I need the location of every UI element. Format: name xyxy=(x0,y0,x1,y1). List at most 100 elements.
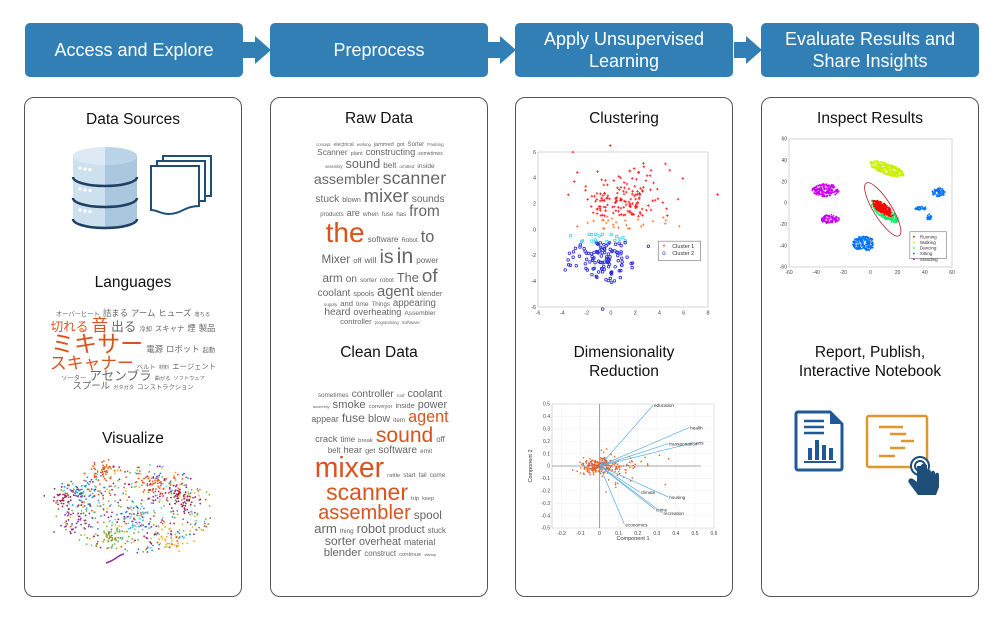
data-point xyxy=(893,221,896,224)
data-point xyxy=(877,207,880,210)
data-point xyxy=(71,524,73,527)
data-point xyxy=(885,172,888,175)
data-point xyxy=(597,470,599,472)
data-point xyxy=(130,515,132,518)
data-point xyxy=(133,532,135,535)
data-point xyxy=(107,467,109,470)
data-point xyxy=(208,505,211,507)
x-tick-label: -40 xyxy=(813,270,820,276)
cloud-word: conveyor xyxy=(368,403,393,410)
data-point xyxy=(87,503,90,506)
data-point xyxy=(605,215,609,218)
data-point xyxy=(889,172,892,175)
data-point xyxy=(56,499,59,502)
data-point xyxy=(595,212,599,215)
data-point xyxy=(181,474,184,476)
data-point xyxy=(616,463,619,465)
data-point xyxy=(629,197,633,201)
data-point xyxy=(590,462,593,464)
data-point xyxy=(936,188,939,191)
data-point xyxy=(815,193,818,196)
data-point xyxy=(190,511,193,513)
data-point xyxy=(53,496,56,499)
cloud-word: break xyxy=(358,437,373,444)
data-point xyxy=(834,193,836,196)
data-point xyxy=(896,175,899,177)
data-point xyxy=(110,530,113,533)
data-point xyxy=(94,468,97,471)
data-point xyxy=(133,506,136,509)
x-tick-label: 0 xyxy=(598,531,601,537)
data-point xyxy=(154,490,157,493)
data-point xyxy=(617,188,621,191)
data-point xyxy=(887,169,890,172)
data-point xyxy=(63,489,66,492)
cloud-word: Software xyxy=(401,319,420,325)
data-point xyxy=(858,244,861,247)
cloud-word: ソフトウェア xyxy=(173,376,205,383)
data-point xyxy=(828,217,831,220)
data-point xyxy=(619,252,623,256)
data-point xyxy=(828,221,831,224)
data-point xyxy=(139,472,142,475)
data-point xyxy=(131,513,133,515)
data-point xyxy=(176,540,179,542)
data-point xyxy=(944,191,946,193)
data-point xyxy=(622,205,626,209)
data-point xyxy=(608,197,611,201)
data-point xyxy=(818,190,821,193)
data-point xyxy=(120,530,123,533)
data-point xyxy=(150,477,153,480)
data-point xyxy=(136,510,139,513)
data-point xyxy=(65,525,68,527)
data-point xyxy=(902,173,905,176)
data-point xyxy=(619,250,623,254)
data-point xyxy=(595,469,597,472)
data-point xyxy=(159,499,161,501)
data-point xyxy=(157,547,160,550)
data-point xyxy=(126,506,129,509)
data-point xyxy=(885,206,888,209)
data-point xyxy=(88,490,91,493)
data-point xyxy=(77,488,79,491)
data-point xyxy=(203,520,206,523)
data-point xyxy=(632,464,635,467)
data-point xyxy=(183,500,186,503)
data-point xyxy=(66,514,69,517)
data-point xyxy=(935,193,938,196)
data-point xyxy=(597,234,601,238)
data-point xyxy=(817,194,820,196)
data-point xyxy=(134,471,137,474)
data-point xyxy=(149,526,152,529)
data-point xyxy=(143,535,146,538)
data-point xyxy=(70,532,72,535)
data-point xyxy=(615,234,619,239)
data-point xyxy=(84,485,87,488)
data-point xyxy=(592,219,595,223)
data-point xyxy=(630,177,634,180)
data-point xyxy=(615,250,619,255)
data-point xyxy=(604,456,606,459)
y-tick-label: -6 xyxy=(531,305,536,311)
data-point xyxy=(594,464,597,467)
cloud-word: start xyxy=(403,472,416,480)
data-point xyxy=(617,269,621,273)
cloud-word: sorter xyxy=(359,276,377,284)
data-point xyxy=(821,192,824,195)
data-point xyxy=(870,238,872,241)
data-point xyxy=(868,238,871,241)
data-point xyxy=(879,164,881,167)
data-point xyxy=(123,517,126,520)
data-point xyxy=(169,527,171,530)
y-tick-label: -0.5 xyxy=(541,526,550,532)
data-point xyxy=(196,512,199,515)
data-point xyxy=(598,260,602,265)
data-point xyxy=(107,547,110,549)
data-point xyxy=(821,217,824,219)
data-point xyxy=(88,537,91,540)
data-point xyxy=(606,196,609,200)
data-point xyxy=(858,236,860,238)
data-point xyxy=(138,470,141,472)
data-point xyxy=(88,512,91,515)
data-point xyxy=(876,211,879,214)
